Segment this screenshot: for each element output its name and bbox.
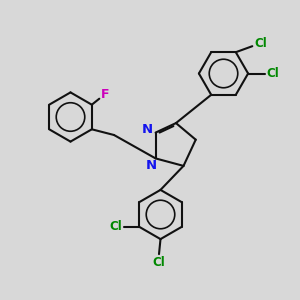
Text: Cl: Cl [153, 256, 165, 269]
Text: N: N [142, 123, 153, 136]
Text: F: F [101, 88, 110, 101]
Text: Cl: Cl [110, 220, 122, 233]
Text: N: N [146, 159, 157, 172]
Text: Cl: Cl [266, 67, 279, 80]
Text: Cl: Cl [254, 37, 267, 50]
